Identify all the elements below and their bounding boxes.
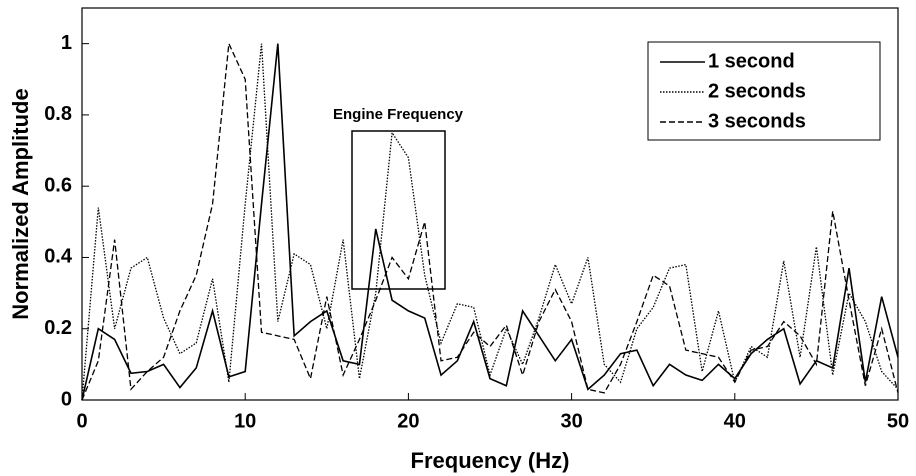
y-tick-label: 0.2 [44, 317, 72, 339]
y-tick-label: 0.4 [44, 246, 73, 268]
x-tick-label: 40 [724, 410, 746, 432]
series-line [81, 43, 899, 401]
series-line [81, 41, 899, 401]
annotation-box [351, 130, 446, 290]
legend-label: 3 seconds [708, 110, 806, 132]
x-tick-label: 10 [234, 410, 256, 432]
y-tick-label: 0.8 [44, 103, 72, 125]
y-axis-label: Normalized Amplitude [8, 88, 33, 319]
legend-label: 2 seconds [708, 80, 806, 102]
legend-label: 1 second [708, 50, 795, 72]
annotation: Engine Frequency [333, 106, 464, 123]
legend-box [647, 41, 881, 141]
x-axis-label: Frequency (Hz) [411, 448, 570, 473]
plot-frame [81, 7, 899, 401]
x-tick-label: 30 [560, 410, 582, 432]
y-tick-label: 1 [61, 32, 72, 54]
x-tick-label: 0 [76, 410, 87, 432]
series-line [81, 43, 899, 401]
y-tick-label: 0 [61, 388, 72, 410]
x-tick-label: 20 [397, 410, 419, 432]
y-tick-label: 0.6 [44, 174, 72, 196]
x-tick-label: 50 [887, 410, 909, 432]
